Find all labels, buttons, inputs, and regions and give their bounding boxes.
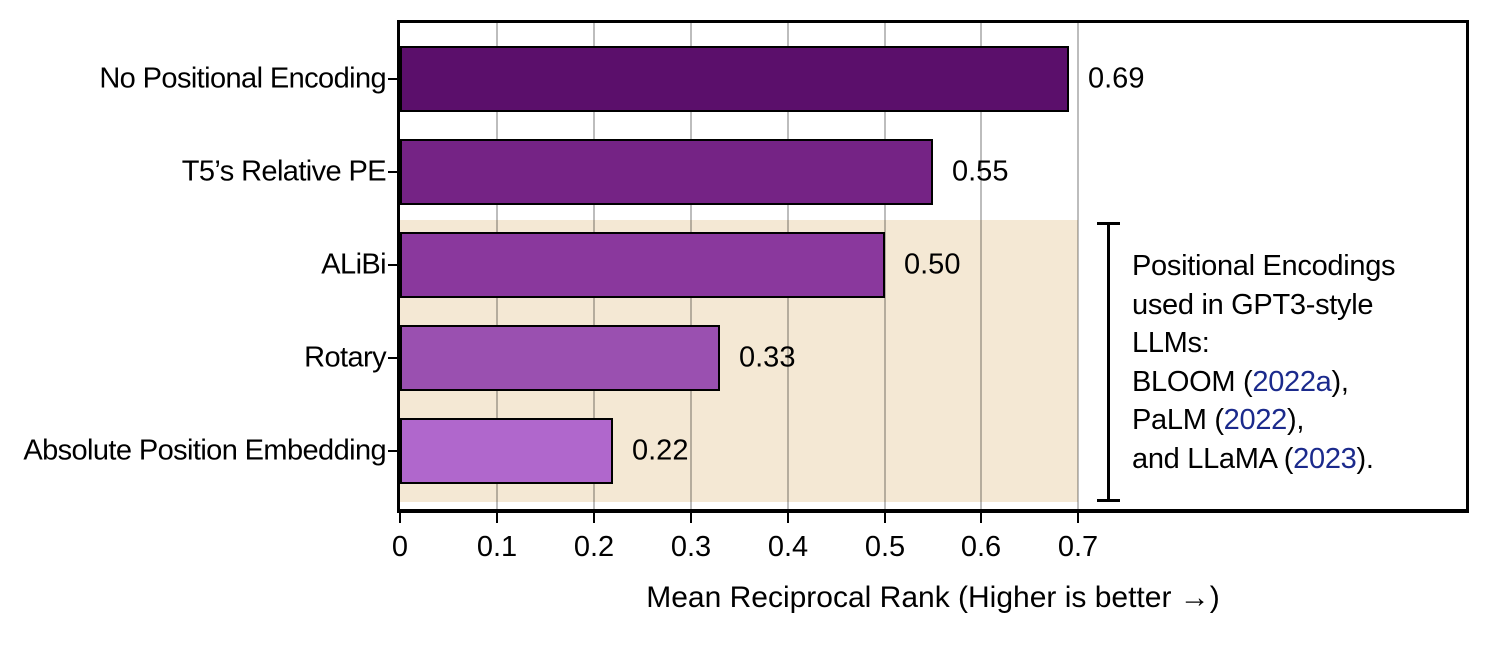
bracket-line xyxy=(1107,222,1110,502)
bracket-top-cap xyxy=(1097,222,1120,225)
y-tick xyxy=(388,450,400,452)
category-label: Rotary xyxy=(304,341,386,374)
annotation-segment: and LLaMA ( xyxy=(1132,442,1294,475)
bracket-bottom-cap xyxy=(1097,499,1120,502)
plot-area: 0.69 0.55 0.50 0.33 0.22 Positional Encoding… xyxy=(397,20,1469,513)
x-tick xyxy=(787,513,789,523)
category-label: No Positional Encoding xyxy=(99,62,386,95)
x-tick xyxy=(980,513,982,523)
annotation-line: used in GPT3-style xyxy=(1132,286,1395,325)
x-tick-label: 0.7 xyxy=(1057,531,1099,563)
x-tick xyxy=(884,513,886,523)
bar-value-label: 0.55 xyxy=(952,155,1009,188)
annotation-line: LLMs: xyxy=(1132,324,1395,363)
bar-value-label: 0.22 xyxy=(632,434,689,467)
x-tick-label: 0.1 xyxy=(476,531,518,563)
y-tick xyxy=(388,171,400,173)
y-tick xyxy=(388,357,400,359)
x-tick-label: 0 xyxy=(391,531,409,563)
bar xyxy=(400,325,720,391)
annotation-segment: BLOOM ( xyxy=(1132,365,1253,398)
bar xyxy=(400,46,1069,112)
x-tick xyxy=(1077,513,1079,523)
x-tick-label: 0.5 xyxy=(864,531,906,563)
bar xyxy=(400,139,933,205)
y-tick xyxy=(388,264,400,266)
category-label: T5’s Relative PE xyxy=(181,155,387,188)
citation-link[interactable]: 2022a xyxy=(1252,365,1332,398)
bar xyxy=(400,418,613,484)
annotation-line: BLOOM (2022a), xyxy=(1132,363,1395,402)
annotation-text: Positional Encodings used in GPT3-style LL… xyxy=(1132,247,1396,479)
x-axis-label: Mean Reciprocal Rank (Higher is better →… xyxy=(646,581,1220,614)
bar-value-label: 0.69 xyxy=(1088,62,1145,95)
citation-link[interactable]: 2022 xyxy=(1223,404,1288,436)
x-tick xyxy=(593,513,595,523)
x-tick xyxy=(690,513,692,523)
x-tick xyxy=(399,513,401,523)
annotation-line: PaLM (2022), xyxy=(1132,401,1395,440)
annotation-segment: ), xyxy=(1331,365,1349,398)
gridline xyxy=(980,23,982,509)
gridline xyxy=(884,23,886,509)
annotation-line: and LLaMA (2023). xyxy=(1132,440,1395,479)
annotation-segment: ). xyxy=(1356,442,1374,475)
annotation-segment: LLMs: xyxy=(1132,327,1210,359)
bar-value-label: 0.33 xyxy=(739,341,796,374)
category-label: ALiBi xyxy=(321,248,386,281)
annotation-segment: Positional Encodings xyxy=(1132,250,1396,282)
bar-value-label: 0.50 xyxy=(904,248,961,281)
annotation-segment: PaLM ( xyxy=(1132,404,1224,436)
citation-link[interactable]: 2023 xyxy=(1293,442,1357,475)
x-tick-label: 0.4 xyxy=(767,531,809,563)
x-tick-label: 0.3 xyxy=(670,531,712,563)
x-tick-label: 0.2 xyxy=(573,531,615,563)
annotation-line: Positional Encodings xyxy=(1132,247,1396,286)
bar xyxy=(400,232,885,298)
annotation-segment: ), xyxy=(1287,404,1305,436)
x-tick-label: 0.6 xyxy=(960,531,1002,563)
gridline xyxy=(1077,23,1079,509)
y-tick xyxy=(388,78,400,80)
x-tick xyxy=(496,513,498,523)
annotation-segment: used in GPT3-style xyxy=(1132,288,1374,321)
category-label: Absolute Position Embedding xyxy=(23,434,386,467)
